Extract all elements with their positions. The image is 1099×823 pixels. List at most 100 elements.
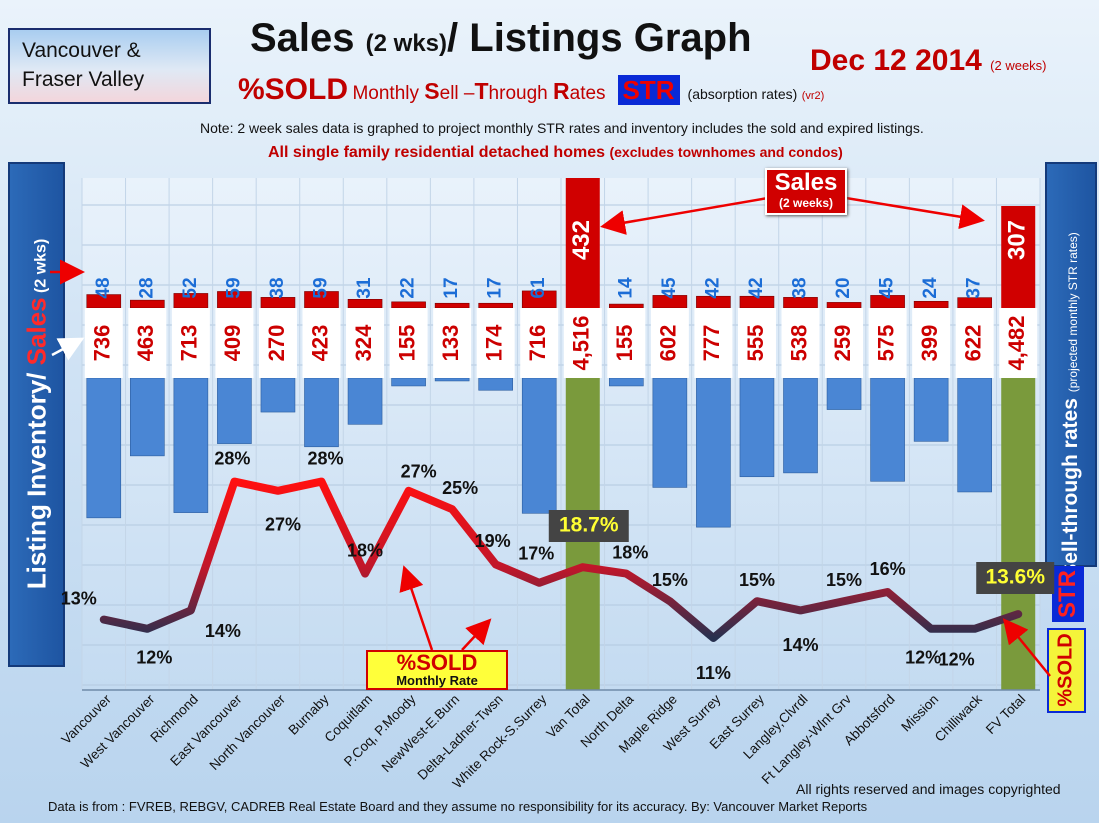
inventory-bar xyxy=(913,377,949,442)
region-line1: Vancouver & xyxy=(22,39,141,62)
sold-legend-sub: Monthly Rate xyxy=(396,673,478,688)
title-rest: / Listings Graph xyxy=(447,16,752,60)
percent-label: 27% xyxy=(401,462,437,482)
subtitle-r1: R xyxy=(553,78,570,104)
note-line: Note: 2 week sales data is graphed to pr… xyxy=(200,120,924,136)
inventory-value-label: 555 xyxy=(743,325,768,362)
sales-value-label: 14 xyxy=(615,277,636,299)
sales-bar xyxy=(478,302,513,309)
inventory-bar xyxy=(609,377,644,387)
fv-total-percent-badge: 13.6% xyxy=(985,566,1045,589)
inventory-value-label: 133 xyxy=(438,325,463,362)
percent-label: 14% xyxy=(782,635,818,655)
van-total-percent-badge: 18.7% xyxy=(559,514,619,537)
sales-bar xyxy=(434,302,470,309)
subtitle-sold: %SOLD xyxy=(238,73,349,106)
percent-label: 12% xyxy=(136,648,172,668)
absorption-note: (absorption rates) xyxy=(687,86,798,102)
sales-value-label: 20 xyxy=(833,277,854,298)
inventory-label-bg xyxy=(607,308,646,378)
percent-label: 28% xyxy=(307,448,343,468)
percent-label: 18% xyxy=(612,542,648,562)
sales-value-label: 38 xyxy=(267,277,288,298)
inventory-value-label: 270 xyxy=(264,325,289,362)
inventory-bar xyxy=(86,377,122,519)
sales-value-label: 59 xyxy=(223,277,244,298)
inventory-value-label: 777 xyxy=(699,325,724,362)
inventory-label-bg xyxy=(84,308,123,378)
sales-value-label: 52 xyxy=(180,277,201,298)
percent-label: 28% xyxy=(214,448,250,468)
inventory-bar xyxy=(957,377,992,493)
subtitle-r2: ates xyxy=(569,83,606,104)
inventory-label-bg xyxy=(171,308,210,378)
sales-value-label: 37 xyxy=(964,277,985,298)
inventory-bar xyxy=(870,377,905,482)
subtitle-s2: ell – xyxy=(439,83,475,104)
sales-value-label: 45 xyxy=(659,277,680,299)
region-line2: Fraser Valley xyxy=(22,68,145,91)
page-title: Sales (2 wks)/ Listings Graph xyxy=(250,16,752,61)
left-axis-panel xyxy=(8,162,65,667)
subtitle-t2: hrough xyxy=(488,83,553,104)
subtitle-m: Monthly xyxy=(352,83,425,104)
inventory-value-label: 575 xyxy=(873,325,898,362)
inventory-label-bg xyxy=(215,308,254,378)
sales-value-label: 31 xyxy=(354,277,375,299)
sales-value-label: 38 xyxy=(790,277,811,298)
sales-bar xyxy=(347,299,383,309)
fv-total-percent-badge-bg xyxy=(976,562,1055,594)
inventory-value-label: 423 xyxy=(307,325,332,362)
inventory-label-bg xyxy=(563,308,602,378)
inventory-bar xyxy=(826,377,862,410)
sales-value-label: 59 xyxy=(311,277,332,298)
inventory-value-label: 155 xyxy=(612,325,637,362)
inventory-label-bg xyxy=(346,308,385,378)
inventory-label-bg xyxy=(389,308,428,378)
percent-label: 17% xyxy=(518,544,554,564)
percent-label: 15% xyxy=(826,570,862,590)
inventory-value-label: 4,482 xyxy=(1004,315,1029,370)
percent-label: 25% xyxy=(442,478,478,498)
copyright-note: All rights reserved and images copyright… xyxy=(796,781,1061,797)
left-inventory-arrow xyxy=(51,337,85,361)
percent-label: 27% xyxy=(265,515,301,535)
inventory-label-bg xyxy=(912,308,951,378)
inventory-bar xyxy=(434,377,470,382)
sales-value-label: 17 xyxy=(485,277,506,298)
sales-bar xyxy=(391,301,426,309)
inventory-bar xyxy=(652,377,688,488)
sales-value-label: 24 xyxy=(920,277,941,299)
sales-value-label: 28 xyxy=(136,277,157,298)
x-tick-label: Mission xyxy=(898,692,941,735)
inventory-label-bg xyxy=(302,308,341,378)
inventory-label-bg xyxy=(476,308,515,378)
inventory-label-bg xyxy=(520,308,559,378)
percent-label: 11% xyxy=(696,663,731,683)
van-total-percent-badge-bg xyxy=(548,510,629,542)
inventory-label-bg xyxy=(258,308,297,378)
sales-callout: Sales (2 weeks) xyxy=(765,168,847,215)
inventory-label-bg xyxy=(825,308,864,378)
sales-value-label: 48 xyxy=(93,277,114,298)
date-note: (2 weeks) xyxy=(990,58,1047,73)
inventory-value-label: 716 xyxy=(525,325,550,362)
note2-small: (excludes townhomes and condos) xyxy=(609,144,843,160)
sales-bar xyxy=(130,299,165,309)
inventory-value-label: 736 xyxy=(90,325,115,362)
inventory-label-bg xyxy=(433,308,472,378)
x-tick-label: North Vancouver xyxy=(207,691,289,773)
version-note: (vr2) xyxy=(801,90,825,102)
sold-rate-line xyxy=(99,477,1023,642)
inventory-value-label: 538 xyxy=(786,325,811,362)
sales-bar xyxy=(1001,206,1036,308)
sales-bar xyxy=(826,302,862,309)
inventory-label-bg xyxy=(781,308,820,378)
sales-bar xyxy=(565,178,600,308)
subtitle: %SOLD Monthly Sell –Through Rates STR (abs… xyxy=(238,73,824,107)
percent-label: 15% xyxy=(652,570,688,590)
inventory-bar xyxy=(478,377,513,391)
percent-label: 12% xyxy=(939,650,975,670)
inventory-bar xyxy=(217,377,252,444)
